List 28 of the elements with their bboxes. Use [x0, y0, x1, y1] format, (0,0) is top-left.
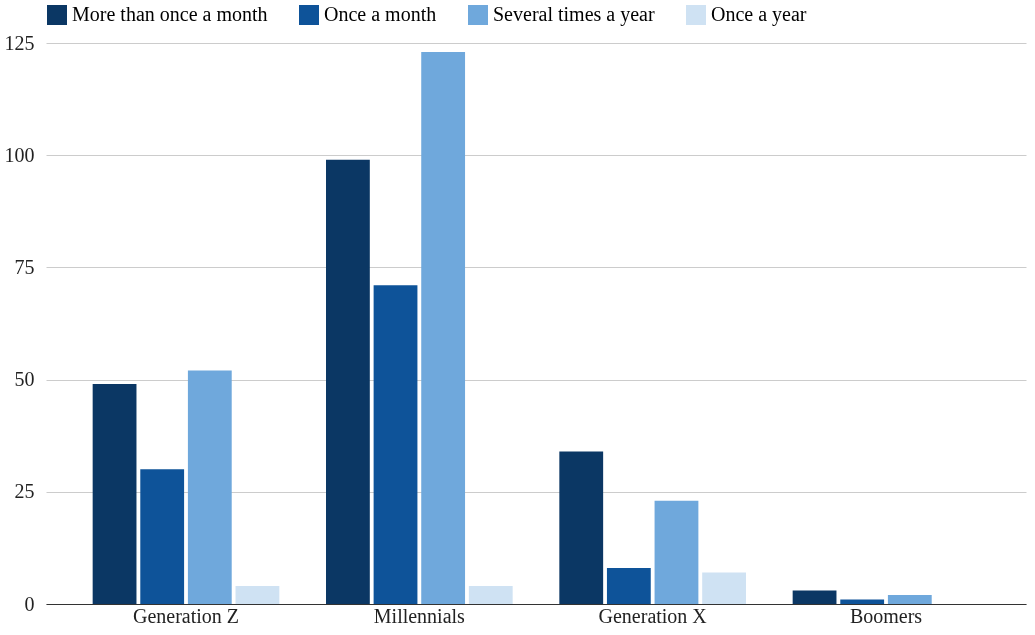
legend-label: Several times a year [493, 3, 655, 26]
legend-label: Once a month [324, 3, 437, 25]
bar [702, 572, 746, 604]
y-tick-label: 25 [14, 480, 35, 503]
x-tick-label: Generation Z [132, 604, 240, 627]
bar [792, 590, 837, 604]
bar [92, 384, 137, 604]
legend-label: Once a year [711, 3, 807, 26]
y-tick-label: 125 [4, 31, 35, 54]
x-tick-label: Millennials [373, 604, 466, 627]
bar [421, 51, 466, 604]
bar [606, 568, 651, 604]
y-tick-label: 0 [24, 592, 35, 615]
bar [235, 586, 280, 604]
bar [654, 500, 699, 604]
y-tick-label: 50 [14, 368, 35, 391]
bar [187, 370, 232, 604]
legend-label: More than once a month [72, 3, 268, 25]
bar [887, 595, 932, 604]
y-tick-label: 75 [14, 255, 35, 278]
y-tick-label: 100 [4, 143, 35, 166]
x-tick-label: Generation X [598, 604, 708, 627]
x-tick-label: Boomers [849, 604, 923, 627]
bar [326, 159, 370, 604]
bar [373, 285, 418, 604]
bar [559, 451, 604, 604]
bar [140, 469, 185, 604]
bar [468, 586, 513, 604]
